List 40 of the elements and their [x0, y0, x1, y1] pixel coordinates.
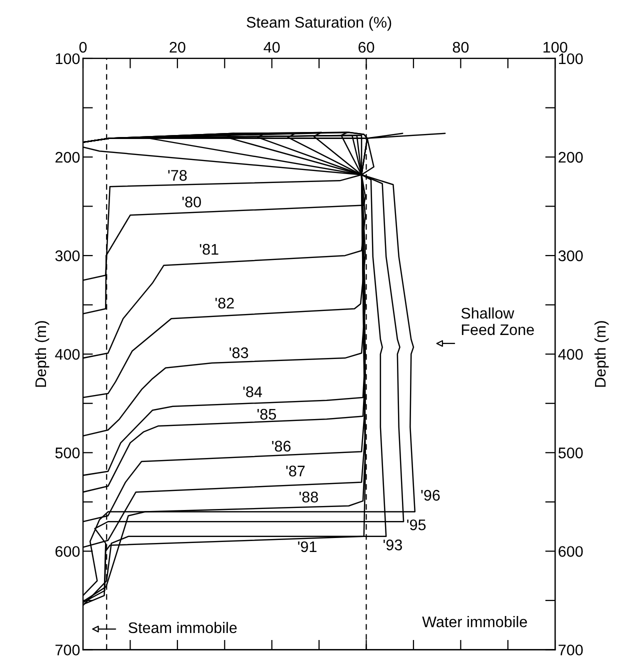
series-label: '95 [407, 519, 426, 530]
series-label: '85 [257, 408, 276, 420]
series-label: '88 [299, 492, 318, 502]
x-axis-title: Steam Saturation (%) [246, 16, 392, 31]
annotation: Shallow Feed Zone [461, 307, 534, 336]
series-label: '91 [298, 541, 316, 552]
y2-axis-title: Depth (m) [594, 321, 609, 387]
series-label: '78 [168, 170, 187, 181]
y2-tick-label: 700 [558, 644, 583, 656]
series-label: '82 [215, 298, 234, 309]
y2-tick-label: 100 [559, 53, 583, 64]
x-tick-label: 40 [264, 42, 280, 53]
y-axis-title: Depth (m) [34, 321, 50, 387]
y2-tick-label: 600 [558, 546, 583, 557]
y-tick-label: 700 [56, 644, 80, 656]
y-tick-label: 500 [55, 448, 80, 458]
y-tick-label: 600 [56, 546, 80, 557]
y2-tick-label: 500 [558, 448, 583, 458]
x-tick-label: 0 [79, 42, 87, 53]
series-label: '96 [421, 490, 440, 501]
annotation: Steam immobile [128, 622, 237, 634]
y-tick-label: 400 [55, 348, 80, 360]
x-tick-label: 100 [544, 42, 568, 53]
y2-tick-label: 200 [558, 152, 583, 163]
series-label: '81 [200, 244, 218, 255]
y-tick-label: 300 [55, 250, 80, 262]
series-label: '84 [243, 386, 262, 398]
series-label: '80 [182, 196, 201, 208]
y2-tick-label: 300 [558, 250, 583, 262]
annotation: Water immobile [422, 616, 527, 628]
x-tick-label: 80 [452, 42, 469, 53]
x-tick-label: 60 [358, 42, 374, 53]
y-tick-label: 100 [56, 53, 80, 64]
series-label: '93 [384, 540, 402, 550]
y2-tick-label: 400 [558, 348, 583, 360]
x-tick-label: 20 [170, 42, 186, 53]
series-label: '87 [286, 466, 305, 476]
series-label: '86 [272, 440, 291, 452]
series-label: '83 [230, 347, 248, 358]
y-tick-label: 200 [56, 152, 80, 163]
